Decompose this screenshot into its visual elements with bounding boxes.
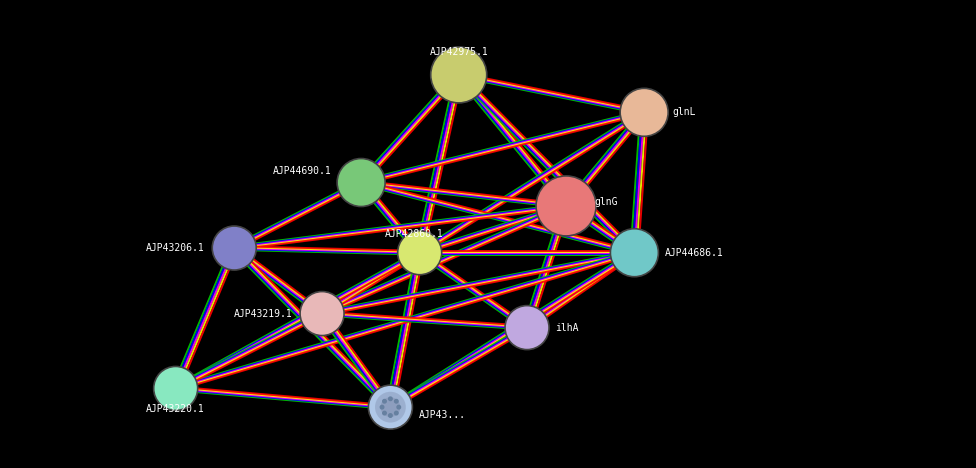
Text: AJP43220.1: AJP43220.1 [146,404,205,415]
Text: AJP43...: AJP43... [419,410,466,420]
Circle shape [381,397,400,417]
Circle shape [394,411,398,415]
Text: AJP43219.1: AJP43219.1 [233,308,292,319]
Text: AJP44686.1: AJP44686.1 [665,248,723,258]
Text: glnL: glnL [672,107,696,117]
Circle shape [430,47,487,103]
Circle shape [383,411,386,415]
Circle shape [620,88,669,136]
Circle shape [153,366,198,410]
Circle shape [536,176,596,236]
Circle shape [375,392,406,423]
Circle shape [381,405,384,409]
Text: AJP42860.1: AJP42860.1 [386,229,444,239]
Text: glnG: glnG [594,197,618,207]
Circle shape [212,226,257,270]
Text: AJP42975.1: AJP42975.1 [429,47,488,57]
Text: ilhA: ilhA [555,322,579,333]
Circle shape [337,159,386,206]
Circle shape [388,397,392,401]
Circle shape [610,229,659,277]
Text: AJP44690.1: AJP44690.1 [272,166,331,176]
Circle shape [394,400,398,403]
Circle shape [300,292,345,336]
Circle shape [388,414,392,417]
Circle shape [368,385,413,429]
Circle shape [505,306,549,350]
Circle shape [397,231,442,275]
Text: AJP43206.1: AJP43206.1 [145,243,204,253]
Circle shape [397,405,400,409]
Circle shape [383,400,386,403]
